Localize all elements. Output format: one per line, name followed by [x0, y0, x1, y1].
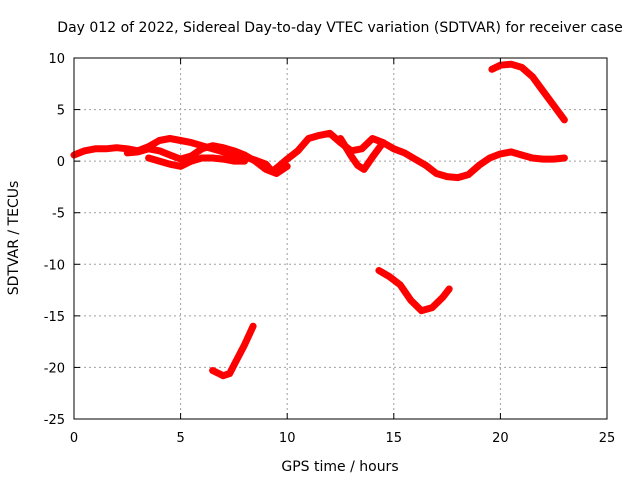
y-tick-labels: -25 -20 -15 -10 -5 0 5 10 [44, 52, 65, 428]
grid [74, 58, 607, 419]
series-main-band-c [145, 154, 249, 170]
y-tick-label: -20 [44, 361, 65, 376]
x-axis-label: GPS time / hours [281, 459, 398, 475]
y-tick-label: 10 [48, 52, 65, 67]
x-tick-label: 0 [70, 431, 78, 446]
y-tick-label: -25 [44, 413, 65, 428]
series-main-band-d [337, 135, 387, 173]
x-tick-label: 10 [279, 431, 296, 446]
series-lower-arc-right [375, 267, 453, 315]
x-tick-label: 20 [492, 431, 509, 446]
series-upper-arc [488, 60, 568, 124]
chart-title: Day 012 of 2022, Sidereal Day-to-day VTE… [57, 20, 622, 36]
y-tick-label: 0 [57, 155, 65, 170]
y-tick-label: -5 [52, 207, 65, 222]
ticks [73, 57, 608, 420]
series-main-band-b [123, 142, 291, 177]
y-tick-label: -10 [44, 258, 65, 273]
x-tick-label: 25 [599, 431, 616, 446]
plot-frame [73, 57, 608, 420]
y-axis-label: SDTVAR / TECUs [6, 181, 22, 296]
x-tick-label: 15 [386, 431, 403, 446]
series-main-band-a [70, 129, 568, 182]
series-layer [70, 60, 568, 380]
series-lower-arc-left [209, 322, 257, 380]
y-tick-label: -15 [44, 310, 65, 325]
x-tick-label: 5 [176, 431, 184, 446]
x-tick-labels: 0 5 10 15 20 25 [70, 431, 615, 446]
y-tick-label: 5 [57, 104, 65, 119]
